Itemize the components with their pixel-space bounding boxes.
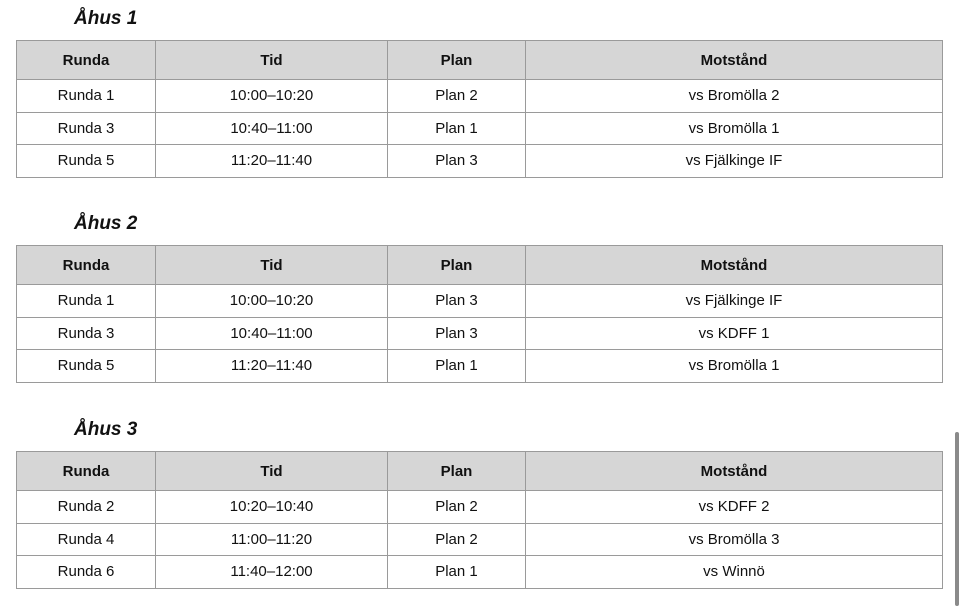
- table-cell: vs Fjälkinge IF: [525, 284, 943, 318]
- table-cell: Runda 4: [16, 522, 156, 556]
- column-header: Runda: [16, 40, 156, 80]
- table-row: Runda 5 11:20–11:40 Plan 1 vs Bromölla 1: [16, 349, 943, 383]
- table-row: Runda 1 10:00–10:20 Plan 2 vs Bromölla 2: [16, 79, 943, 113]
- table-cell: Runda 5: [16, 349, 156, 383]
- table-cell: Runda 1: [16, 79, 156, 113]
- table-header-row: Runda Tid Plan Motstånd: [16, 245, 943, 285]
- column-header: Motstånd: [525, 245, 943, 285]
- table-cell: 10:00–10:20: [155, 284, 388, 318]
- table-cell: vs KDFF 1: [525, 316, 943, 350]
- column-header: Plan: [387, 451, 526, 491]
- table-header-row: Runda Tid Plan Motstånd: [16, 40, 943, 80]
- table-row: Runda 4 11:00–11:20 Plan 2 vs Bromölla 3: [16, 522, 943, 556]
- schedule-table: Runda Tid Plan Motstånd Runda 1 10:00–10:20 Pl…: [16, 245, 943, 383]
- section-title: Åhus 1: [74, 8, 138, 29]
- table-cell: 11:20–11:40: [155, 144, 388, 178]
- table-row: Runda 3 10:40–11:00 Plan 3 vs KDFF 1: [16, 316, 943, 350]
- table-cell: Plan 3: [387, 316, 526, 350]
- table-cell: Plan 2: [387, 79, 526, 113]
- table-row: Runda 2 10:20–10:40 Plan 2 vs KDFF 2: [16, 490, 943, 524]
- table-cell: 10:00–10:20: [155, 79, 388, 113]
- table-cell: Plan 3: [387, 284, 526, 318]
- table-cell: Plan 1: [387, 555, 526, 589]
- table-cell: Runda 6: [16, 555, 156, 589]
- table-row: Runda 5 11:20–11:40 Plan 3 vs Fjälkinge IF: [16, 144, 943, 178]
- table-cell: vs Bromölla 3: [525, 522, 943, 556]
- column-header: Motstånd: [525, 451, 943, 491]
- table-cell: vs KDFF 2: [525, 490, 943, 524]
- table-cell: vs Bromölla 1: [525, 111, 943, 145]
- table-cell: 10:40–11:00: [155, 111, 388, 145]
- column-header: Tid: [155, 40, 388, 80]
- table-row: Runda 3 10:40–11:00 Plan 1 vs Bromölla 1: [16, 111, 943, 145]
- column-header: Tid: [155, 245, 388, 285]
- scrollbar[interactable]: [955, 432, 959, 606]
- table-cell: Plan 2: [387, 490, 526, 524]
- section-title: Åhus 3: [74, 419, 138, 440]
- table-cell: 11:40–12:00: [155, 555, 388, 589]
- table-cell: Plan 1: [387, 111, 526, 145]
- table-row: Runda 1 10:00–10:20 Plan 3 vs Fjälkinge IF: [16, 284, 943, 318]
- column-header: Plan: [387, 40, 526, 80]
- table-cell: Plan 2: [387, 522, 526, 556]
- table-cell: 10:20–10:40: [155, 490, 388, 524]
- table-cell: Plan 1: [387, 349, 526, 383]
- table-cell: 11:00–11:20: [155, 522, 388, 556]
- table-cell: vs Bromölla 1: [525, 349, 943, 383]
- table-cell: vs Fjälkinge IF: [525, 144, 943, 178]
- column-header: Plan: [387, 245, 526, 285]
- table-cell: 10:40–11:00: [155, 316, 388, 350]
- table-row: Runda 6 11:40–12:00 Plan 1 vs Winnö: [16, 555, 943, 589]
- table-cell: Runda 3: [16, 316, 156, 350]
- column-header: Runda: [16, 245, 156, 285]
- schedule-table: Runda Tid Plan Motstånd Runda 2 10:20–10:40 Pl…: [16, 451, 943, 589]
- table-cell: vs Bromölla 2: [525, 79, 943, 113]
- column-header: Motstånd: [525, 40, 943, 80]
- schedule-table: Runda Tid Plan Motstånd Runda 1 10:00–10:20 Pl…: [16, 40, 943, 178]
- table-cell: vs Winnö: [525, 555, 943, 589]
- table-header-row: Runda Tid Plan Motstånd: [16, 451, 943, 491]
- table-cell: 11:20–11:40: [155, 349, 388, 383]
- column-header: Tid: [155, 451, 388, 491]
- column-header: Runda: [16, 451, 156, 491]
- table-cell: Runda 3: [16, 111, 156, 145]
- table-cell: Plan 3: [387, 144, 526, 178]
- table-cell: Runda 5: [16, 144, 156, 178]
- table-cell: Runda 2: [16, 490, 156, 524]
- section-title: Åhus 2: [74, 213, 138, 234]
- table-cell: Runda 1: [16, 284, 156, 318]
